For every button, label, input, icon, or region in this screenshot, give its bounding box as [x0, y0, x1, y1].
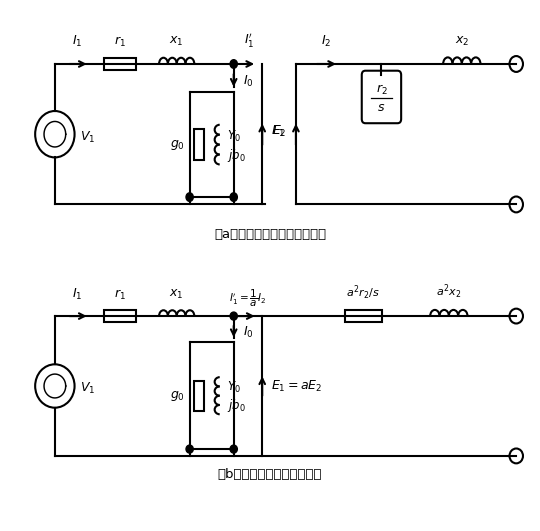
Text: $V_1$: $V_1$: [80, 381, 95, 397]
Bar: [345, 310, 382, 322]
Text: $a^2x_2$: $a^2x_2$: [436, 283, 462, 301]
FancyBboxPatch shape: [362, 71, 401, 123]
Text: $I_0$: $I_0$: [242, 324, 253, 340]
Text: $s$: $s$: [377, 101, 386, 115]
Circle shape: [230, 445, 238, 453]
Text: $x_2$: $x_2$: [455, 35, 469, 48]
Text: $I_1' {=} \dfrac{1}{a} I_2$: $I_1' {=} \dfrac{1}{a} I_2$: [230, 287, 267, 309]
Text: $jb_0$: $jb_0$: [227, 398, 246, 415]
Bar: [104, 310, 136, 322]
Text: $E_1$: $E_1$: [271, 124, 285, 139]
Text: （a）　一次、二次分解の場合: （a） 一次、二次分解の場合: [214, 228, 326, 241]
Text: $Y_0$: $Y_0$: [227, 129, 241, 143]
Text: $I_2$: $I_2$: [321, 34, 332, 49]
Text: $g_0$: $g_0$: [170, 138, 185, 151]
Text: $a^2r_2/s$: $a^2r_2/s$: [347, 284, 380, 302]
Text: $jb_0$: $jb_0$: [227, 147, 246, 164]
Text: $V_1$: $V_1$: [80, 130, 95, 145]
Circle shape: [230, 193, 238, 201]
Text: $E_2$: $E_2$: [272, 124, 287, 139]
Text: $x_1$: $x_1$: [170, 288, 184, 301]
Text: $r_2$: $r_2$: [376, 82, 387, 97]
Text: $I_1$: $I_1$: [72, 287, 83, 302]
Text: $r_1$: $r_1$: [114, 35, 126, 49]
Text: $Y_0$: $Y_0$: [227, 380, 241, 395]
Text: $I_1$: $I_1$: [72, 34, 83, 49]
Text: $r_1$: $r_1$: [114, 288, 126, 302]
Text: $I_0$: $I_0$: [242, 73, 253, 89]
Text: （b）　一次側の統合の場合: （b） 一次側の統合の場合: [218, 468, 322, 482]
Circle shape: [230, 312, 238, 320]
Text: $g_0$: $g_0$: [170, 389, 185, 402]
Text: $x_1$: $x_1$: [170, 35, 184, 48]
Circle shape: [230, 59, 238, 68]
Text: $E_1=aE_2$: $E_1=aE_2$: [271, 379, 322, 393]
Bar: [194, 129, 204, 160]
Circle shape: [186, 445, 193, 453]
Text: $I_1'$: $I_1'$: [244, 31, 254, 49]
Bar: [104, 57, 136, 71]
Bar: [194, 381, 204, 410]
Circle shape: [186, 193, 193, 201]
